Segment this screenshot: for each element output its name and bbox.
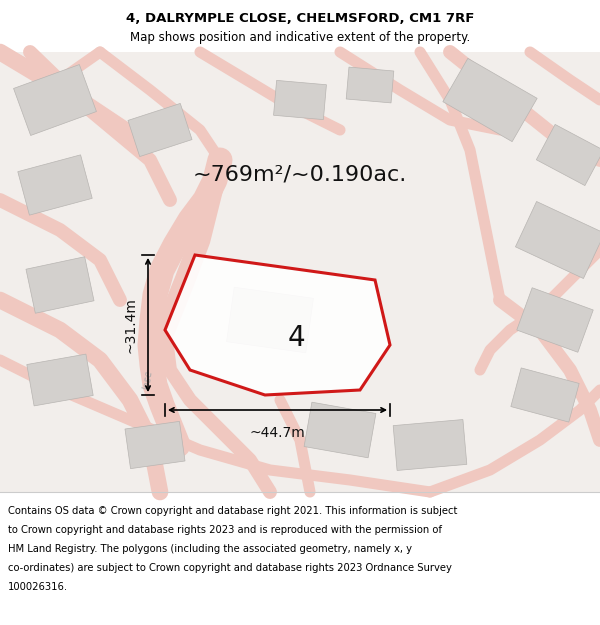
Text: ~44.7m: ~44.7m: [250, 426, 305, 440]
Bar: [26, 257, 94, 313]
Bar: [0, 0, 600, 52]
Bar: [27, 354, 93, 406]
Bar: [227, 288, 313, 352]
Bar: [0, 492, 600, 625]
Bar: [536, 124, 600, 186]
Bar: [393, 419, 467, 471]
Text: to Crown copyright and database rights 2023 and is reproduced with the permissio: to Crown copyright and database rights 2…: [8, 525, 442, 535]
Bar: [274, 81, 326, 119]
Text: 4: 4: [288, 324, 305, 351]
Text: ~769m²/~0.190ac.: ~769m²/~0.190ac.: [193, 165, 407, 185]
Text: HM Land Registry. The polygons (including the associated geometry, namely x, y: HM Land Registry. The polygons (includin…: [8, 544, 412, 554]
Text: ~31.4m: ~31.4m: [124, 297, 138, 353]
Bar: [346, 67, 394, 103]
Bar: [128, 103, 192, 157]
Text: lose: lose: [142, 369, 154, 391]
Polygon shape: [165, 255, 390, 395]
Bar: [18, 155, 92, 215]
Bar: [304, 402, 376, 458]
Bar: [515, 201, 600, 279]
Bar: [14, 64, 97, 136]
Bar: [517, 288, 593, 352]
Text: 100026316.: 100026316.: [8, 582, 68, 592]
Bar: [125, 421, 185, 469]
Bar: [511, 368, 579, 422]
Bar: [0, 52, 600, 492]
Text: Contains OS data © Crown copyright and database right 2021. This information is : Contains OS data © Crown copyright and d…: [8, 506, 457, 516]
Text: co-ordinates) are subject to Crown copyright and database rights 2023 Ordnance S: co-ordinates) are subject to Crown copyr…: [8, 563, 452, 573]
Text: Map shows position and indicative extent of the property.: Map shows position and indicative extent…: [130, 31, 470, 44]
Bar: [443, 58, 537, 142]
Text: 4, DALRYMPLE CLOSE, CHELMSFORD, CM1 7RF: 4, DALRYMPLE CLOSE, CHELMSFORD, CM1 7RF: [126, 11, 474, 24]
